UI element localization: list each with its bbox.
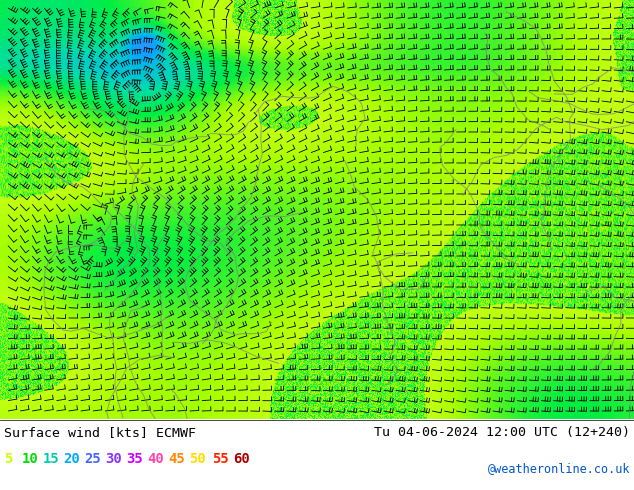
Text: 15: 15 [43,452,60,466]
Text: @weatheronline.co.uk: @weatheronline.co.uk [488,462,630,475]
Text: 55: 55 [212,452,229,466]
Text: Tu 04-06-2024 12:00 UTC (12+240): Tu 04-06-2024 12:00 UTC (12+240) [374,426,630,439]
Text: 25: 25 [84,452,101,466]
Text: 10: 10 [22,452,39,466]
Text: 40: 40 [147,452,164,466]
Text: 5: 5 [4,452,13,466]
Text: 50: 50 [189,452,206,466]
Text: 35: 35 [126,452,143,466]
Text: Surface wind [kts] ECMWF: Surface wind [kts] ECMWF [4,426,196,439]
Text: 60: 60 [233,452,250,466]
Text: 20: 20 [63,452,80,466]
Text: 30: 30 [105,452,122,466]
Text: 45: 45 [168,452,184,466]
